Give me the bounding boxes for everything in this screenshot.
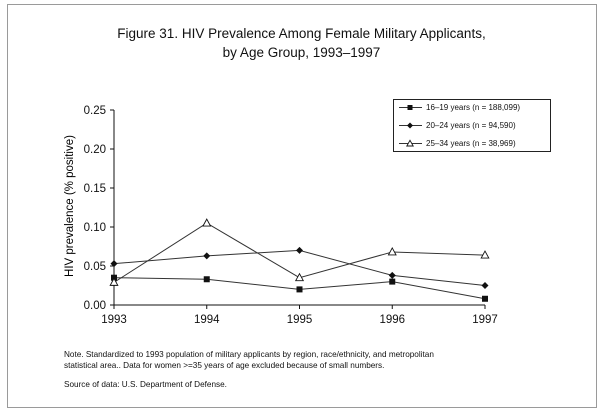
y-tick-label: 0.25 [84,105,106,117]
legend-item-20-24: 20–24 years (n = 94,590) [398,119,548,132]
data-point-square [389,278,396,285]
y-tick-label: 0.00 [84,300,106,312]
data-point-diamond [481,282,489,289]
x-tick-label: 1994 [194,314,220,326]
data-point-diamond [388,271,396,279]
chart-title-line-1: Figure 31. HIV Prevalence Among Female M… [117,26,486,41]
y-tick-label: 0.20 [84,144,106,156]
legend-marker-triangle [399,139,422,147]
x-tick-label: 1995 [287,314,313,326]
data-point-square [203,276,210,283]
figure-frame [7,4,597,408]
note-line-1: Note. Standardized to 1993 population of… [64,350,434,359]
legend-label-20-24: 20–24 years (n = 94,590) [426,121,516,130]
data-point-triangle [109,277,119,286]
legend-label-16-19: 16–19 years (n = 188,099) [426,103,521,112]
data-point-triangle [202,218,212,227]
data-point-diamond [110,260,118,268]
legend-marker-diamond [399,122,422,129]
legend: 16–19 years (n = 188,099) 20–24 years (n… [393,99,551,152]
legend-marker-square [399,105,422,110]
data-point-triangle [294,272,305,282]
chart-title-line-2: by Age Group, 1993–1997 [222,45,381,60]
data-point-triangle [480,250,490,259]
legend-label-25-34: 25–34 years (n = 38,969) [426,139,516,148]
note-line-2: statistical area.. Data for women >=35 y… [64,361,385,370]
y-axis-label: HIV prevalence (% positive) [64,135,76,277]
legend-item-16-19: 16–19 years (n = 188,099) [398,101,548,114]
data-point-square [482,295,488,302]
x-tick-label: 1993 [101,314,127,326]
data-point-diamond [296,246,303,254]
data-point-diamond [203,252,211,260]
x-tick-label: 1997 [472,314,498,326]
x-tick-label: 1996 [379,314,405,326]
legend-item-25-34: 25–34 years (n = 38,969) [398,137,548,150]
y-tick-label: 0.05 [84,261,106,273]
y-tick-label: 0.15 [84,183,106,195]
source-note: Source of data: U.S. Department of Defen… [64,380,227,389]
data-point-square [296,286,303,293]
y-tick-label: 0.10 [84,222,106,234]
data-point-triangle [387,247,397,256]
